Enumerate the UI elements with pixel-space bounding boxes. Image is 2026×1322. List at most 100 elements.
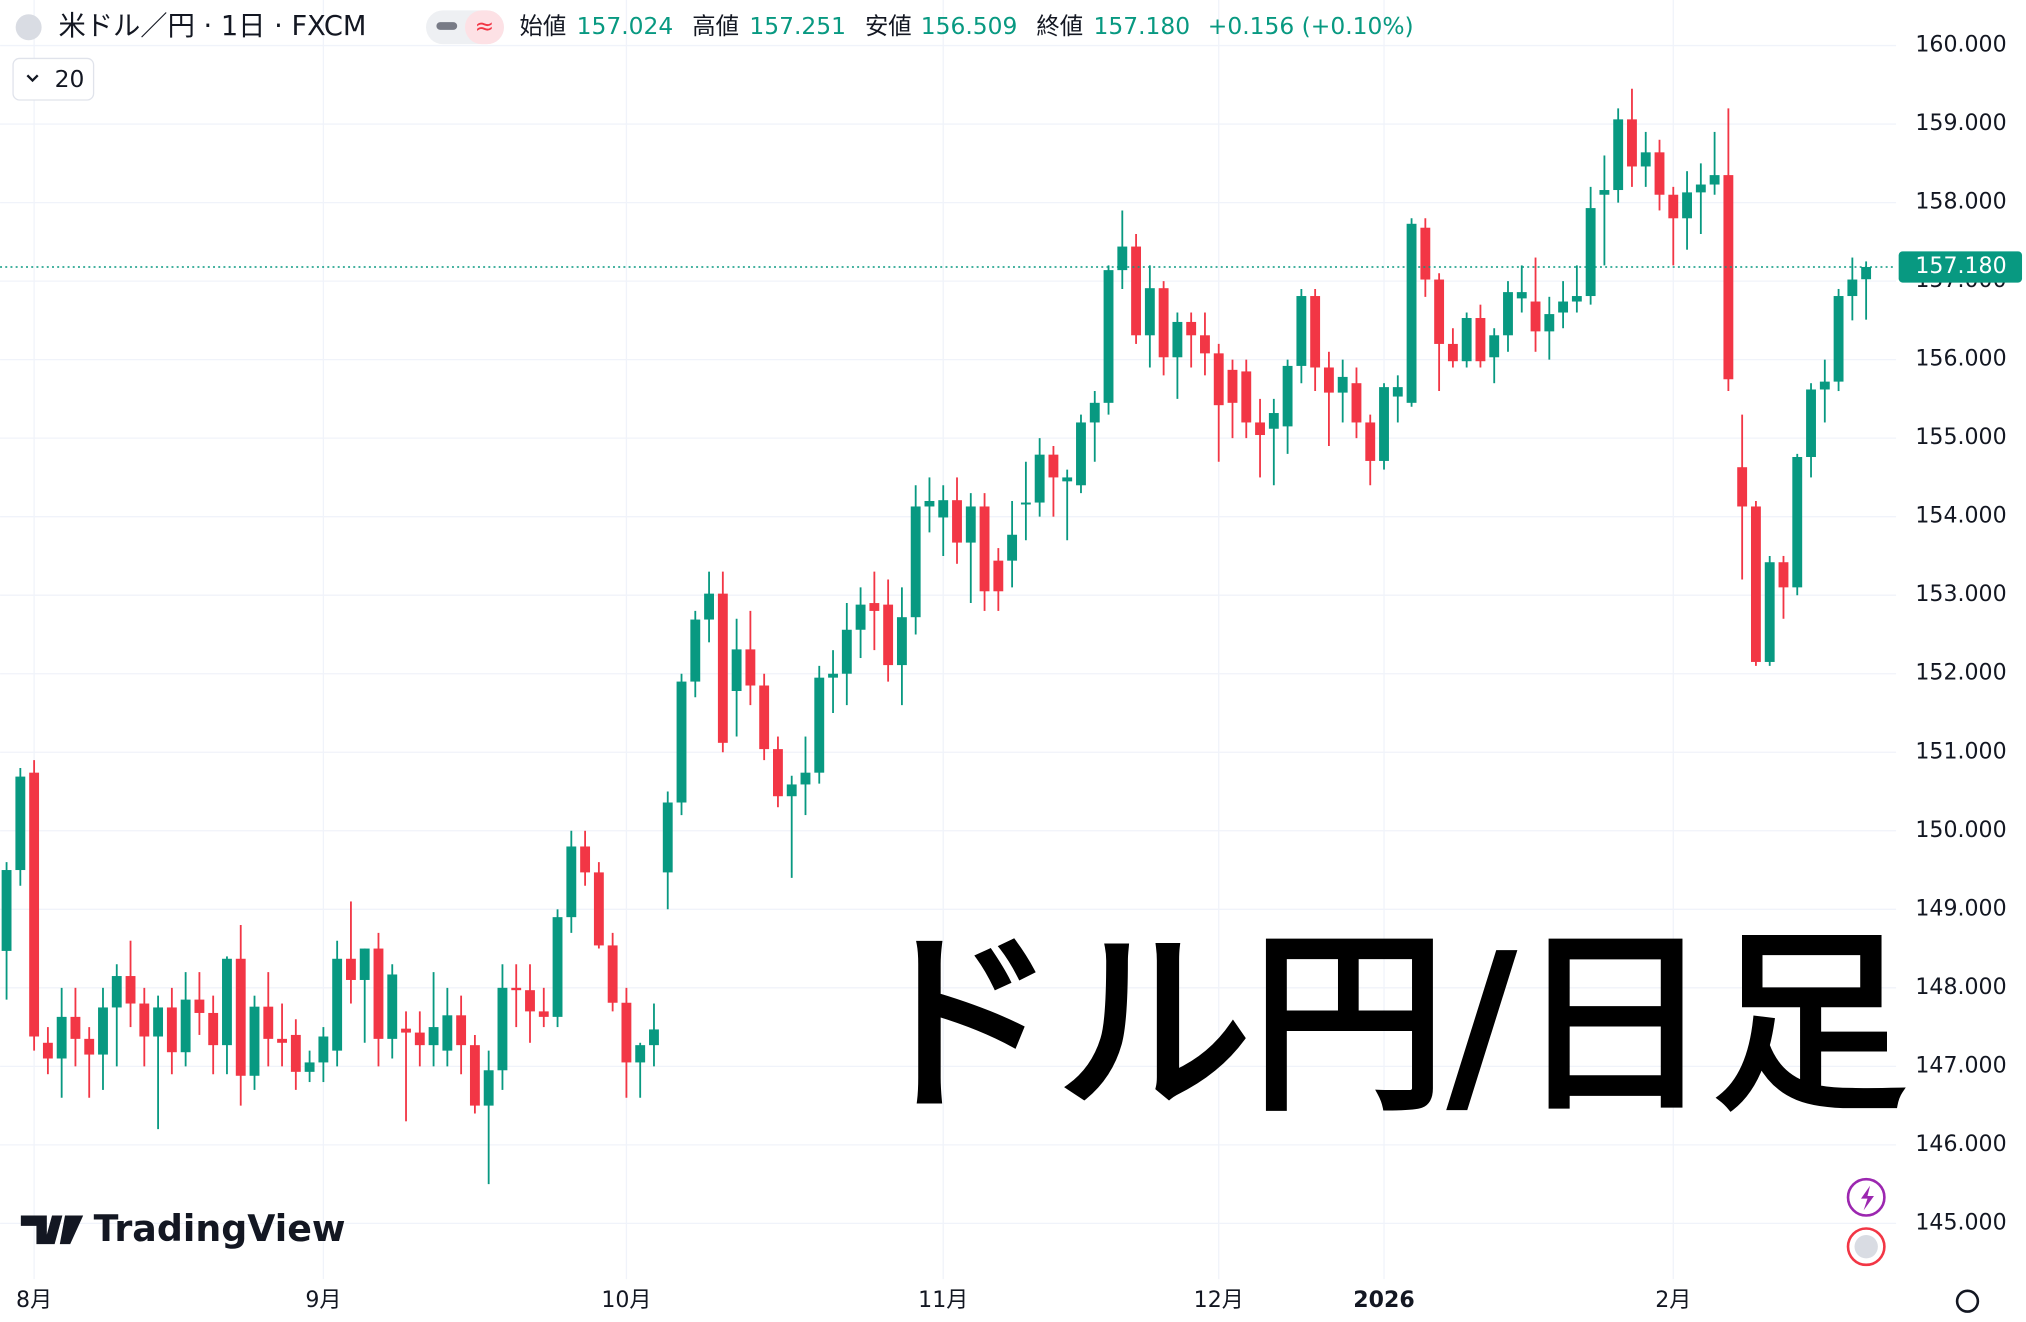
y-tick-label: 148.000 [1915, 975, 2006, 1000]
candle-body [566, 846, 577, 918]
candle-body [1613, 119, 1624, 191]
indicator-count: 20 [55, 65, 85, 93]
logo: TradingView [20, 1207, 346, 1250]
settings-icon[interactable] [1955, 1289, 1980, 1313]
status-icon [436, 22, 458, 30]
candle-body [786, 784, 797, 797]
candle-body [456, 1015, 467, 1046]
y-tick-label: 158.000 [1915, 190, 2006, 215]
candle-body [1654, 152, 1665, 195]
candle-body [1709, 175, 1720, 185]
candle-body [1406, 223, 1417, 403]
candle-body [1076, 422, 1086, 486]
candle-body [1585, 208, 1596, 297]
candle-body [1282, 365, 1293, 427]
ohlc-label: 終値 [1036, 12, 1083, 40]
y-tick-label: 154.000 [1915, 504, 2006, 529]
header: 米ドル／円 · 1日 · FXCM ≈ 始値 157.024 高値 157.25… [12, 10, 1414, 101]
candle-body [924, 500, 935, 507]
x-tick-label: 9月 [305, 1288, 341, 1313]
candle-body [1723, 175, 1734, 380]
candle-body [993, 560, 1004, 592]
chevron-icon [26, 74, 39, 83]
candle-body [1007, 534, 1018, 561]
candle-body [552, 917, 563, 1017]
candle-body [690, 619, 701, 682]
candle-body [1020, 502, 1031, 505]
candle-body [1503, 292, 1513, 336]
candle-body [125, 976, 136, 1004]
candle-body [332, 958, 343, 1051]
chart-title[interactable]: 米ドル／円 · 1日 · FXCM [59, 11, 367, 42]
candle-body [717, 593, 728, 743]
grid [0, 0, 1897, 1280]
candle-body [896, 617, 907, 666]
indicator-toggle[interactable] [12, 57, 95, 101]
candle-body [1227, 369, 1238, 403]
ohlc-value: 157.251 [749, 12, 846, 40]
candle-body [29, 772, 40, 1037]
candle-body [1337, 376, 1348, 393]
candle-body [828, 673, 838, 678]
candle-body [1750, 506, 1761, 662]
candle-body [1255, 422, 1265, 436]
candle-body [938, 500, 949, 518]
candle-body [910, 506, 921, 618]
axes: 145.000 146.000 147.000 148.000 149.000 150.0… [16, 33, 2023, 1313]
y-tick-label: 153.000 [1915, 582, 2006, 607]
candle-body [373, 948, 384, 1039]
candle-body [607, 945, 618, 1003]
candle-body [387, 974, 398, 1039]
candle-body [1158, 288, 1169, 358]
candle-body [1571, 296, 1582, 302]
y-tick-label: 159.000 [1915, 111, 2006, 136]
candle-body [1351, 383, 1362, 423]
candle-body [208, 1012, 219, 1046]
status-icon: ≈ [475, 12, 495, 40]
candle-body [98, 1007, 108, 1055]
candle-body [1241, 371, 1252, 423]
candle-body [979, 506, 990, 592]
x-tick-label: 10月 [601, 1288, 651, 1313]
candle-body [345, 958, 356, 980]
ohlc-value: 157.180 [1094, 12, 1191, 40]
candle-body [1048, 454, 1059, 478]
y-tick-label: 146.000 [1915, 1132, 2006, 1157]
candle-body [662, 802, 673, 873]
lightning-icon [1861, 1185, 1874, 1211]
ohlc-value: 157.024 [577, 12, 674, 40]
candle-body [249, 1006, 260, 1076]
candle-body [580, 846, 591, 873]
y-tick-label: 149.000 [1915, 896, 2006, 921]
candle-body [1172, 321, 1183, 358]
candle-body [1819, 381, 1830, 390]
candle-body [277, 1038, 287, 1043]
candle-body [359, 948, 370, 980]
candle-body [483, 1070, 494, 1106]
candle-body [841, 629, 852, 674]
candle-body [166, 1007, 177, 1053]
candle-body [1296, 296, 1307, 366]
candle-body [70, 1016, 81, 1039]
candle-body [883, 604, 894, 666]
y-tick-label: 155.000 [1915, 425, 2006, 450]
candle-body [428, 1027, 439, 1046]
candle-body [1186, 321, 1197, 336]
candle-body [222, 958, 232, 1046]
x-tick-label: 2月 [1655, 1288, 1691, 1313]
logo-text: TradingView [94, 1207, 346, 1250]
candle-body [1640, 152, 1651, 167]
candle-body [965, 506, 976, 543]
candle-body [1475, 318, 1486, 362]
candle-body [15, 776, 26, 871]
candle-body [1, 870, 12, 951]
y-tick-label: 151.000 [1915, 739, 2006, 764]
candle-body [235, 958, 246, 1076]
candle-body [1062, 477, 1073, 482]
candle-body [1461, 318, 1472, 362]
candle-body [1764, 562, 1775, 662]
candle-body [511, 987, 522, 991]
flag-icon [1854, 1234, 1878, 1259]
